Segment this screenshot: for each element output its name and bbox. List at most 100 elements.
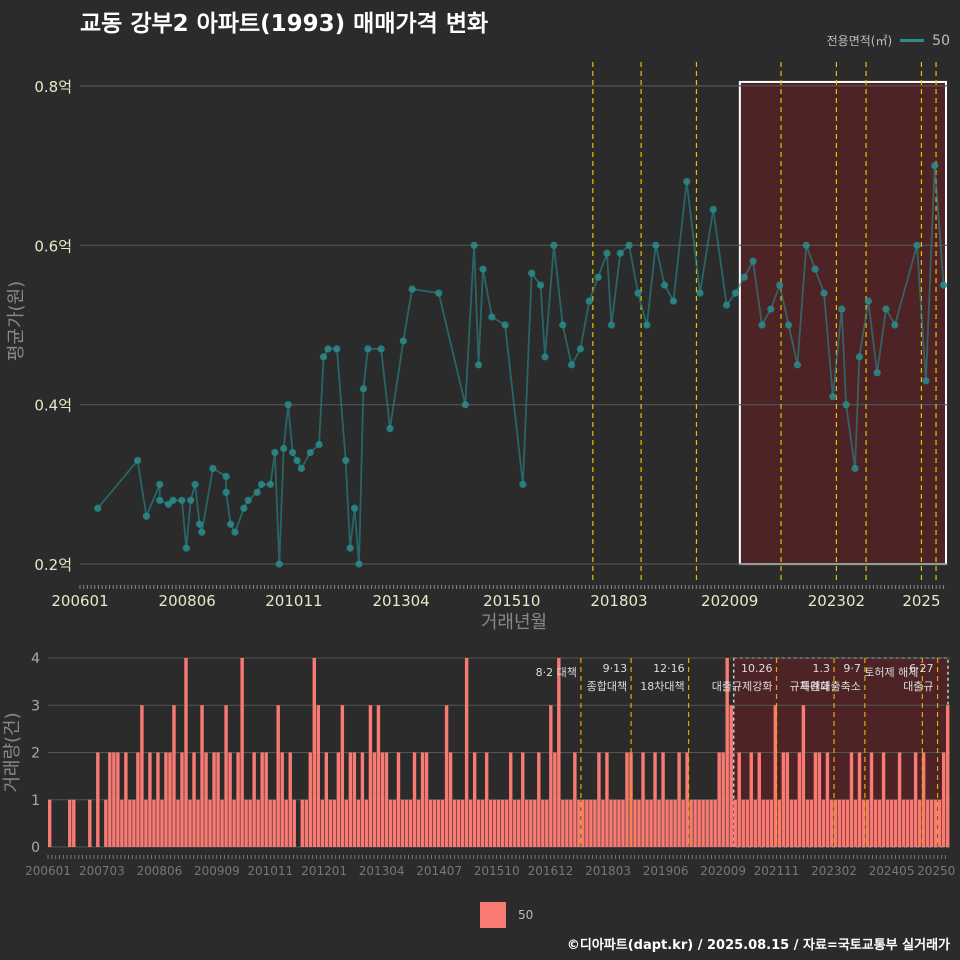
data-point: [275, 560, 283, 568]
volume-bar: [244, 799, 248, 847]
volume-bar: [272, 799, 276, 847]
x-tick-label: 200909: [194, 864, 240, 878]
volume-bar: [793, 799, 798, 847]
volume-bar: [176, 799, 180, 847]
volume-bar: [601, 799, 605, 847]
data-point: [660, 281, 669, 289]
legend-area: 전용면적(㎡) 50: [827, 32, 950, 49]
volume-bar: [909, 799, 914, 847]
data-point: [652, 241, 660, 249]
volume-bar: [725, 658, 729, 847]
volume-bar: [561, 799, 565, 847]
x-tick-label: 201612: [528, 864, 574, 878]
x-tick-label: 201304: [372, 592, 429, 610]
data-point: [156, 480, 164, 488]
volume-bar: [432, 799, 437, 847]
page-title: 교동 강부2 아파트(1993) 매매가격 변화: [80, 11, 489, 37]
volume-bar: [513, 799, 517, 847]
x-tick-label: 202302: [811, 864, 857, 878]
volume-bar: [821, 799, 826, 847]
data-point: [293, 456, 301, 465]
legend-title: 전용면적(㎡): [826, 34, 893, 48]
volume-bar: [933, 799, 938, 847]
data-point: [244, 496, 252, 504]
volume-bar: [140, 705, 144, 847]
volume-bar: [412, 752, 417, 847]
volume-bar: [545, 799, 549, 847]
volume-bar: [288, 752, 292, 847]
volume-bar: [757, 752, 761, 847]
volume-bar: [472, 752, 477, 847]
policy-annotation: 1.3: [813, 662, 831, 675]
volume-bar: [865, 799, 870, 847]
volume-bar: [396, 752, 401, 847]
volume-bar: [268, 799, 272, 847]
volume-bar: [208, 799, 212, 847]
volume-bar: [809, 799, 814, 847]
data-point: [133, 456, 142, 465]
volume-bar: [132, 799, 136, 847]
volume-bar: [308, 752, 312, 847]
credit-text: ©디아파트(dapt.kr) / 2025.08.15 / 자료=국토교통부 실…: [566, 938, 950, 953]
volume-bar: [605, 752, 609, 847]
data-point: [696, 289, 704, 297]
volume-bar: [232, 799, 236, 847]
x-axis-title: 거래년월: [481, 612, 547, 633]
data-point: [253, 488, 261, 496]
volume-bar: [509, 752, 513, 847]
volume-bar: [801, 705, 806, 847]
volume-bar: [280, 752, 284, 847]
x-tick-label: 202009: [700, 864, 746, 878]
data-point: [683, 177, 691, 186]
volume-bar: [649, 799, 653, 847]
volume-bar: [721, 752, 725, 847]
volume-bar: [440, 799, 445, 847]
policy-annotation: 18차대책: [640, 680, 684, 693]
volume-bar: [817, 752, 822, 847]
legend-line-swatch: [900, 39, 925, 42]
bar-legend-label: 50: [518, 908, 534, 922]
data-point: [324, 345, 332, 353]
data-point: [333, 345, 341, 353]
data-point: [616, 249, 624, 257]
volume-bar: [496, 799, 501, 847]
data-point: [266, 480, 275, 488]
x-tick-label: 201011: [247, 864, 293, 878]
x-tick-label: 201304: [359, 864, 405, 878]
volume-bar: [617, 799, 621, 847]
data-point: [222, 488, 230, 496]
data-point: [536, 281, 545, 289]
volume-bar: [128, 799, 132, 847]
volume-bar: [276, 705, 280, 847]
volume-bar: [573, 752, 577, 847]
volume-bar: [753, 799, 757, 847]
data-point: [399, 337, 407, 345]
volume-bar: [901, 799, 906, 847]
data-point: [359, 385, 368, 393]
x-tick-label: 201201: [301, 864, 347, 878]
volume-bar: [324, 752, 329, 847]
policy-annotation: 대출규: [903, 680, 933, 693]
volume-bar: [541, 799, 545, 847]
volume-bar: [392, 799, 397, 847]
volume-bar: [112, 752, 116, 847]
data-point: [851, 464, 859, 473]
volume-bar: [384, 752, 389, 847]
volume-bar: [152, 799, 156, 847]
data-point: [280, 444, 288, 453]
volume-bar: [893, 799, 898, 847]
policy-annotation: 12·16: [653, 662, 685, 675]
volume-chart: 0 1 2 3 4 8·2 대책 9·13 종합대책 12·16 18차대책 10.26 대출규제강화…: [2, 651, 955, 878]
volume-bar: [224, 705, 228, 847]
data-point: [364, 345, 372, 353]
data-point: [749, 257, 757, 265]
volume-bar: [96, 752, 100, 847]
volume-bar: [929, 799, 934, 847]
x-tick-label: 201906: [643, 864, 689, 878]
volume-bar: [689, 799, 693, 847]
x-tick-label: 202405: [869, 864, 915, 878]
data-point: [913, 241, 921, 249]
volume-bar: [737, 752, 741, 847]
volume-bar: [585, 799, 589, 847]
volume-bar: [452, 799, 457, 847]
